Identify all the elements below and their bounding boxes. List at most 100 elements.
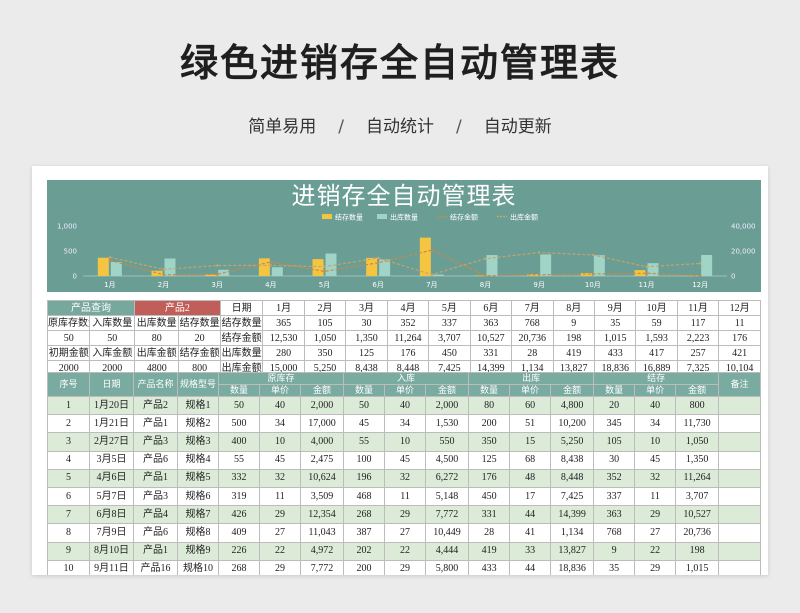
summary-month-header: 12月 <box>718 300 761 316</box>
legend-label: 出库金额 <box>510 213 538 222</box>
summary-month-header: 3月 <box>345 300 388 316</box>
summary-cell: 结存数量 <box>178 315 221 331</box>
table-cell: 6月8日 <box>89 505 134 525</box>
inventory-ledger-table: 序号 日期 产品名称 规格型号 原库存 入库 出库 结存 备注 数量 单价 金额… <box>47 372 762 575</box>
table-cell <box>718 450 762 470</box>
table-cell: 198 <box>675 541 720 561</box>
table-cell: 2,000 <box>299 395 345 416</box>
table-cell: 1,530 <box>425 414 470 434</box>
summary-date-label: 日期 <box>219 300 264 316</box>
summary-cell: 30 <box>345 315 388 331</box>
table-cell <box>718 432 762 452</box>
summary-cell: 入库数量 <box>89 315 135 331</box>
bar-1-5 <box>379 259 391 276</box>
bar-0-2 <box>205 274 217 276</box>
summary-cell: 80 <box>133 330 180 346</box>
line-point-3-7 <box>484 257 487 260</box>
summary-cell: 433 <box>593 345 637 361</box>
summary-table: 产品查询 产品2 日期 1月 2月 3月 4月 5月 6月 7月 8月 9月 10月 11月 12月 原库存数… <box>46 300 761 376</box>
summary-cell: 198 <box>552 330 595 346</box>
table-cell: 45 <box>259 450 301 470</box>
table-cell: 40 <box>259 395 301 416</box>
table-cell: 800 <box>675 395 720 416</box>
summary-cell: 125 <box>345 345 388 361</box>
table-cell <box>718 486 762 507</box>
legend-swatch <box>377 214 387 219</box>
table-cell: 80 <box>468 395 511 416</box>
table-cell: 18,836 <box>550 559 595 575</box>
bar-1-0 <box>110 262 122 276</box>
line-point-3-3 <box>269 264 273 267</box>
table-cell: 33 <box>509 541 552 561</box>
table-cell: 331 <box>468 505 511 525</box>
summary-cell: 1,050 <box>303 330 347 346</box>
header-stock-price: 单价 <box>259 384 301 397</box>
header-out-amount: 金额 <box>550 384 595 397</box>
bar-1-10 <box>647 263 659 276</box>
summary-cell: 421 <box>718 345 761 361</box>
table-cell: 226 <box>218 541 260 561</box>
summary-cell: 50 <box>46 330 91 346</box>
table-cell: 产品6 <box>133 450 178 470</box>
header-group-out: 出库 <box>468 372 595 385</box>
summary-cell: 105 <box>303 315 347 331</box>
table-cell: 200 <box>343 559 386 575</box>
header-index: 序号 <box>47 372 90 397</box>
header-stock-qty: 数量 <box>218 384 260 397</box>
table-cell: 10 <box>259 432 301 452</box>
table-cell: 10,200 <box>550 414 595 434</box>
table-cell: 产品4 <box>133 505 178 525</box>
table-cell <box>718 559 762 575</box>
subtitle-auto-stats: 自动统计 <box>366 117 434 137</box>
table-cell <box>718 523 762 543</box>
table-cell: 11,043 <box>299 523 345 543</box>
x-tick-label: 9月 <box>533 281 544 289</box>
table-cell: 规格4 <box>177 450 219 470</box>
table-cell: 105 <box>593 432 636 452</box>
bar-0-3 <box>258 258 270 276</box>
chart-background <box>47 212 761 292</box>
summary-cell: 1,015 <box>593 330 637 346</box>
left-axis-tick-label: 500 <box>64 248 77 256</box>
subtitle-easy: 简单易用 <box>248 117 317 137</box>
summary-month-header: 11月 <box>676 300 720 316</box>
x-tick-label: 3月 <box>211 281 222 289</box>
table-cell: 5,250 <box>550 432 595 452</box>
summary-cell: 入库金额 <box>89 345 135 361</box>
line-point-2-10 <box>645 272 648 275</box>
table-cell: 9月11日 <box>89 559 134 575</box>
table-cell: 22 <box>259 541 301 561</box>
table-cell: 产品1 <box>133 414 178 434</box>
summary-month-header: 8月 <box>552 300 595 316</box>
table-cell: 4,444 <box>425 541 470 561</box>
product-query-value[interactable]: 产品2 <box>133 300 221 316</box>
bar-1-3 <box>271 267 283 276</box>
table-cell: 4,972 <box>299 541 345 561</box>
x-tick-label: 5月 <box>319 281 330 289</box>
table-cell: 规格1 <box>177 395 219 416</box>
table-cell: 11 <box>259 486 301 507</box>
table-cell: 768 <box>593 523 636 543</box>
summary-cell: 出库金额 <box>133 345 180 361</box>
header-balance-qty: 数量 <box>593 384 636 397</box>
table-cell: 1月20日 <box>89 395 134 416</box>
table-row: 4 3月5日 产品6 规格4 55 45 2,475 100 45 4,500 125 68 8,438… <box>47 450 762 470</box>
table-cell: 2,475 <box>299 450 345 470</box>
table-cell: 8 <box>47 523 90 543</box>
summary-month-header: 6月 <box>469 300 513 316</box>
table-cell: 319 <box>218 486 260 507</box>
summary-cell: 结存金额 <box>178 345 221 361</box>
table-cell: 3月5日 <box>89 450 134 470</box>
table-row: 6 5月7日 产品3 规格6 319 11 3,509 468 11 5,148 450 17 7,42… <box>47 486 762 507</box>
line-point-2-8 <box>537 273 541 276</box>
line-series-2 <box>109 249 701 277</box>
summary-cell: 176 <box>386 345 430 361</box>
x-tick-label: 10月 <box>585 281 601 289</box>
table-cell: 34 <box>384 414 427 434</box>
table-row: 1 1月20日 产品2 规格1 50 40 2,000 50 40 2,000 80 60 4,800 2… <box>47 395 762 416</box>
table-cell: 1,350 <box>675 450 720 470</box>
table-cell: 60 <box>509 395 552 416</box>
x-tick-label: 8月 <box>480 281 491 289</box>
table-cell: 3,509 <box>299 486 345 507</box>
table-cell: 12,354 <box>299 505 345 525</box>
